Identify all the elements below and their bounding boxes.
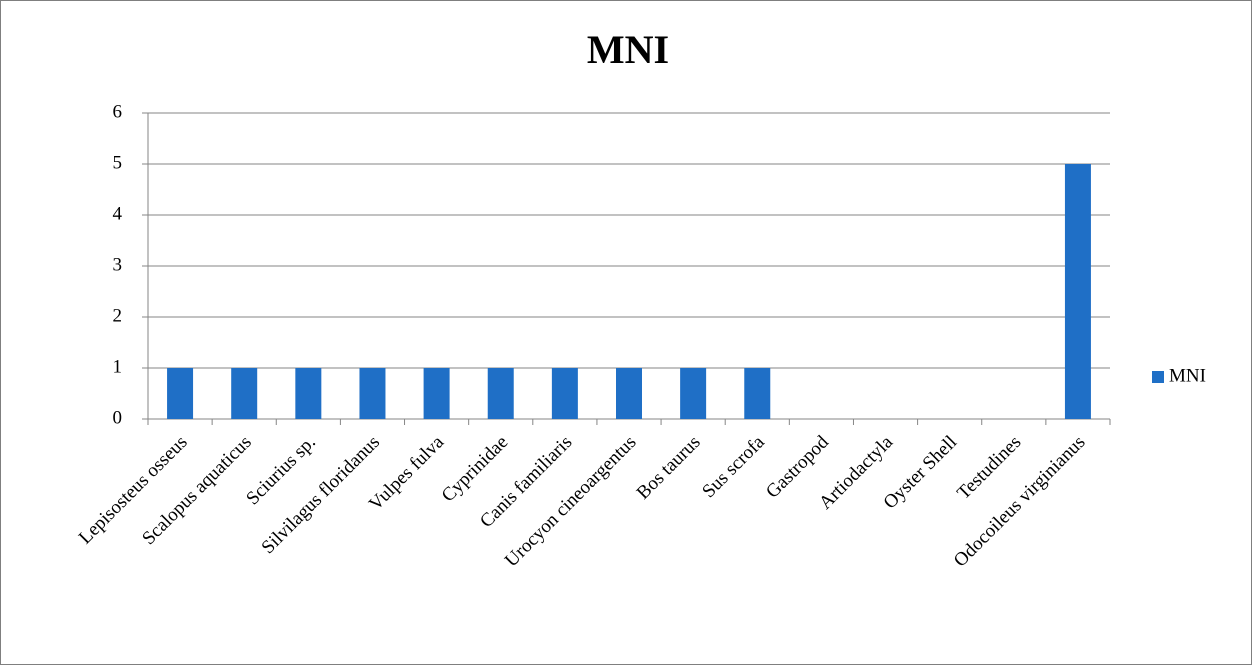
y-tick-label: 2 — [113, 305, 123, 326]
bar — [551, 368, 578, 419]
y-tick-label: 6 — [113, 101, 123, 122]
bar — [616, 368, 642, 419]
bar — [487, 368, 514, 419]
y-tick-label: 4 — [113, 203, 123, 224]
y-tick-label: 1 — [113, 356, 123, 377]
bar — [167, 368, 194, 419]
legend-swatch — [1152, 371, 1164, 383]
bar — [680, 368, 707, 419]
bar — [1064, 164, 1091, 419]
bar — [744, 368, 771, 419]
bar — [231, 368, 258, 419]
bar — [423, 368, 450, 419]
y-tick-label: 3 — [113, 254, 123, 275]
bar — [295, 368, 322, 419]
bar — [359, 368, 386, 419]
y-tick-label: 0 — [113, 407, 123, 428]
chart-title: MNI — [587, 27, 669, 72]
legend-label: MNI — [1169, 365, 1206, 386]
y-tick-label: 5 — [113, 152, 123, 173]
